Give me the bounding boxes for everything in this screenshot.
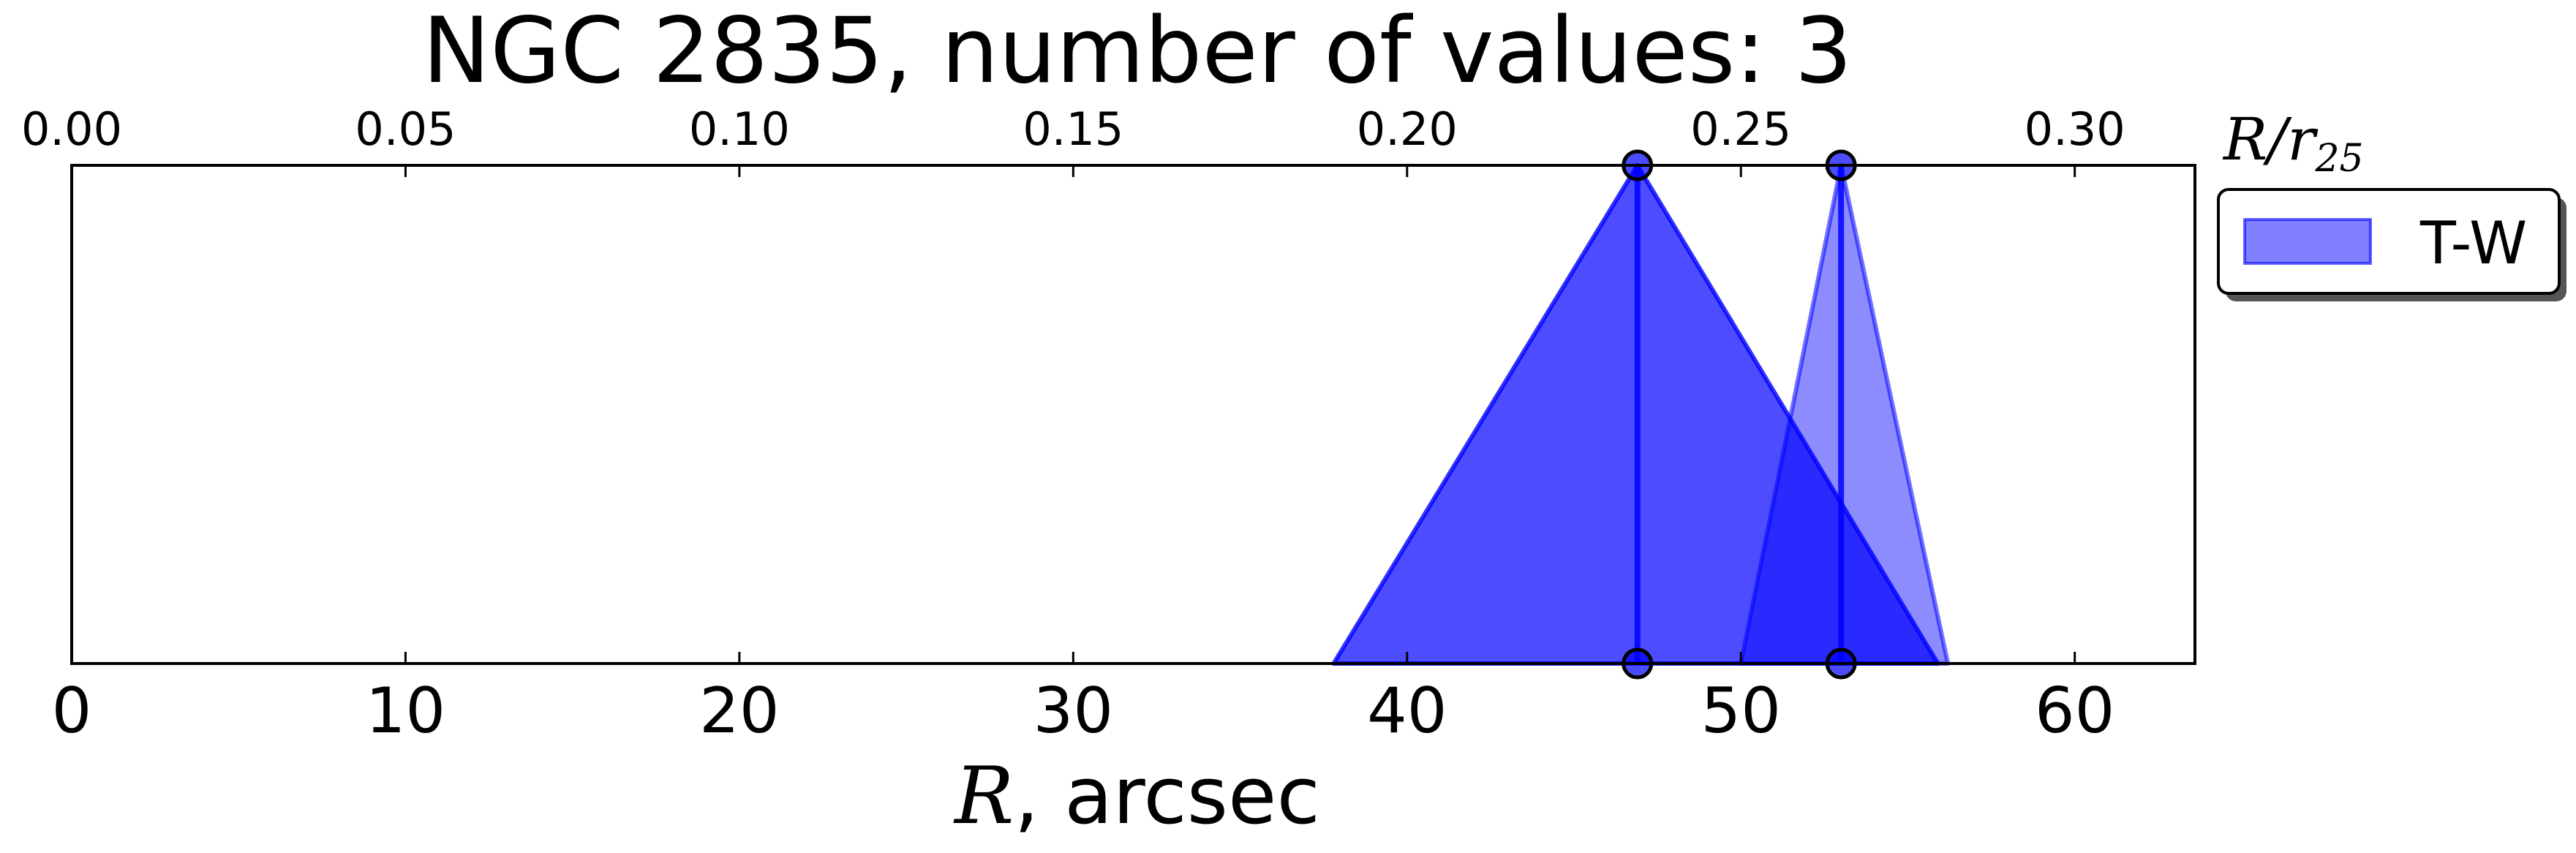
x-axis-label: R, arcsec — [953, 751, 1320, 842]
bottom-tick-label: 0 — [52, 674, 92, 748]
legend-label-t-w: T-W — [2419, 209, 2527, 277]
top-tick-label: 0.15 — [1023, 102, 1123, 156]
legend: T-W — [2217, 188, 2566, 301]
legend-box — [2217, 188, 2561, 295]
x-axis-label-math: R — [953, 751, 1014, 842]
bottom-tick-label: 10 — [366, 674, 445, 748]
bottom-tick-label: 20 — [699, 674, 779, 748]
bottom-axis-ticks: 0 10 20 30 40 50 60 — [52, 652, 2114, 748]
top-axis-label: R/r25 — [2222, 105, 2364, 181]
top-tick-label: 0.10 — [689, 102, 790, 156]
x-axis-label-unit: , arcsec — [1014, 751, 1319, 842]
bottom-tick-label: 60 — [2035, 674, 2114, 748]
top-axis-label-subscript: 25 — [2314, 137, 2363, 181]
top-tick-label: 0.05 — [355, 102, 456, 156]
chart-title: NGC 2835, number of values: 3 — [423, 0, 1853, 104]
legend-swatch-t-w — [2243, 218, 2372, 265]
bottom-tick-label: 40 — [1367, 674, 1447, 748]
top-tick-label: 0.25 — [1690, 102, 1791, 156]
top-axis-ticks: 0.00 0.05 0.10 0.15 0.20 0.25 0.30 — [21, 102, 2125, 177]
plot-area — [1331, 149, 1951, 680]
top-axis-label-main: R/r — [2222, 105, 2319, 173]
plot-frame — [70, 164, 2196, 665]
bottom-tick-label: 50 — [1701, 674, 1781, 748]
top-tick-label: 0.20 — [1357, 102, 1458, 156]
top-tick-label: 0.00 — [21, 102, 122, 156]
bottom-tick-label: 30 — [1033, 674, 1113, 748]
top-tick-label: 0.30 — [2025, 102, 2125, 156]
